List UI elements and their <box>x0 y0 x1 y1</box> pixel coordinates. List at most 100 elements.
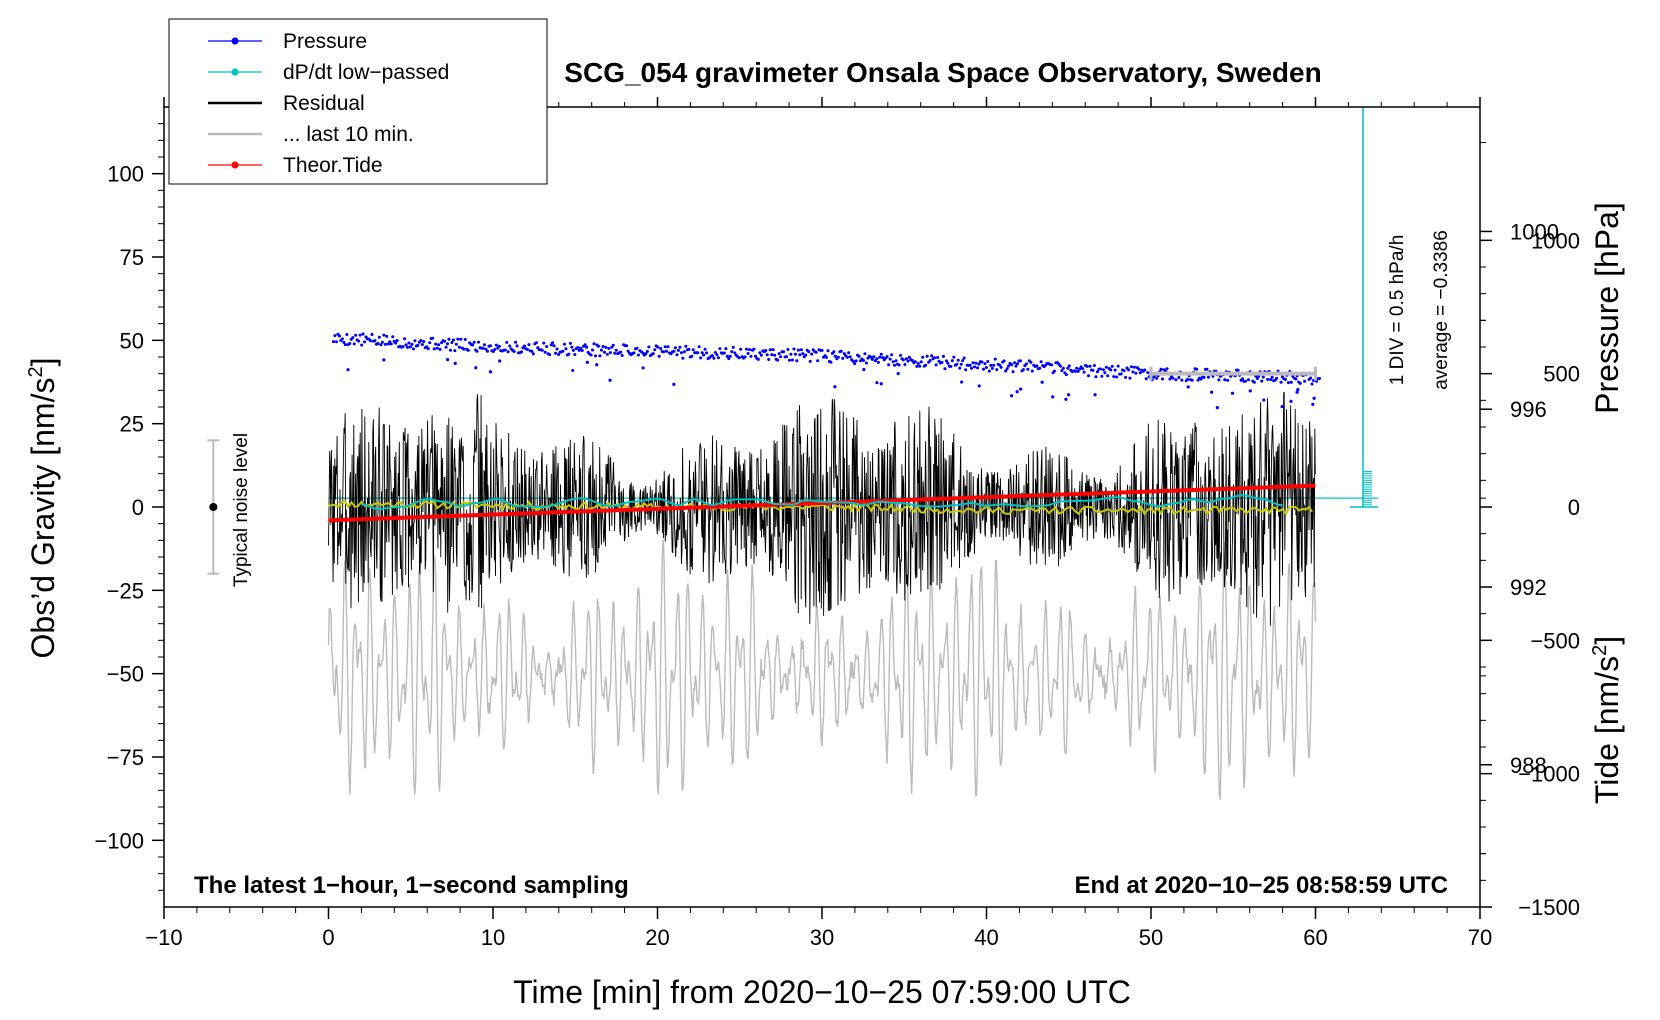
pressure-tick-label: 996 <box>1510 397 1547 422</box>
gravity-tick-label: −100 <box>94 828 144 853</box>
pressure-outlier <box>1186 385 1190 389</box>
pressure-tick-label: 992 <box>1510 575 1547 600</box>
tide-tick-label: 500 <box>1543 362 1580 387</box>
x-tick-label: 30 <box>810 925 834 950</box>
pressure-outlier <box>1040 380 1044 384</box>
pressure-tick-label: 988 <box>1510 753 1547 778</box>
legend-label: dP/dt low−passed <box>283 61 449 84</box>
y-axis-title-pressure: Pressure [hPa] <box>1589 202 1625 414</box>
gravity-tick-label: 100 <box>107 162 144 187</box>
pressure-outlier <box>1296 388 1300 392</box>
gravity-tick-label: 0 <box>132 495 144 520</box>
legend-label: Pressure <box>283 30 367 53</box>
x-tick-label: 60 <box>1303 925 1327 950</box>
legend-label: Residual <box>283 92 365 115</box>
pressure-outlier <box>488 370 493 374</box>
pressure-outlier <box>1009 394 1014 398</box>
tide-tick-label: −1500 <box>1518 895 1580 920</box>
pressure-outlier <box>585 360 589 364</box>
plot-frame <box>163 106 1481 908</box>
pressure-outlier <box>1051 395 1055 399</box>
x-tick-label: 20 <box>645 925 669 950</box>
x-tick-label: 10 <box>481 925 505 950</box>
pressure-outlier <box>1064 397 1068 401</box>
legend-label: Theor.Tide <box>283 154 383 177</box>
pressure-outlier <box>1210 390 1214 394</box>
pressure-outlier <box>641 366 645 370</box>
pressure-outlier <box>1280 404 1284 409</box>
tide-tick-label: −500 <box>1530 628 1580 653</box>
pressure-outlier <box>1248 389 1252 393</box>
gravity-tick-label: −75 <box>107 745 144 770</box>
gravity-tick-label: 50 <box>120 328 144 353</box>
pressure-outlier <box>1093 393 1097 397</box>
pressure-outlier <box>446 358 450 362</box>
noise-label: Typical noise level <box>231 433 252 587</box>
chart-title: SCG_054 gravimeter Onsala Space Observat… <box>564 57 1321 88</box>
right-note: End at 2020−10−25 08:58:59 UTC <box>1074 872 1448 899</box>
gravity-tick-label: 25 <box>120 412 144 437</box>
data-layer <box>327 332 1378 800</box>
dpdt-series <box>361 494 1283 510</box>
pressure-outlier <box>960 380 964 384</box>
pressure-outlier <box>595 363 599 367</box>
x-tick-label: 0 <box>322 925 334 950</box>
noise-bar-center <box>209 503 218 511</box>
pressure-outlier <box>833 385 837 389</box>
pressure-outlier <box>862 367 866 372</box>
legend: Pressure dP/dt low−passed Residual ... last… <box>168 18 548 185</box>
x-tick-label: 40 <box>974 925 998 950</box>
pressure-outlier <box>1067 393 1071 397</box>
pressure-outlier <box>1215 406 1219 410</box>
pressure-outlier <box>1230 391 1235 395</box>
pressure-outlier <box>498 359 502 363</box>
axes-layer: −10 0 10 20 30 40 50 60 701007550250−25−50−75−10… <box>94 97 1580 950</box>
tide-tick-label: −1000 <box>1518 762 1580 787</box>
x-axis-title: Time [min] from 2020−10−25 07:59:00 UTC <box>513 974 1131 1010</box>
legend-dot <box>231 161 239 169</box>
pressure-outlier <box>896 372 900 376</box>
gravity-tick-label: 75 <box>120 245 144 270</box>
residual-smoothed-series <box>328 499 1313 516</box>
tide-tick-label: 0 <box>1568 495 1580 520</box>
pressure-outlier <box>453 361 457 365</box>
x-tick-label: 70 <box>1468 925 1492 950</box>
legend-dot <box>231 37 239 45</box>
pressure-outlier <box>875 381 879 385</box>
pressure-scatter <box>331 332 1321 386</box>
pressure-outlier <box>1312 396 1316 400</box>
average-label: average = −0.3386 <box>1431 230 1452 390</box>
x-tick-label: −10 <box>145 925 182 950</box>
gravity-tick-label: −25 <box>107 578 144 603</box>
pressure-outlier <box>1311 402 1315 406</box>
legend-label: ... last 10 min. <box>283 123 414 146</box>
pressure-outlier <box>1015 390 1019 394</box>
x-tick-label: 50 <box>1139 925 1163 950</box>
pressure-outlier <box>1262 398 1266 402</box>
pressure-outlier <box>382 358 386 362</box>
pressure-outlier <box>977 384 981 388</box>
pressure-outlier <box>1019 387 1023 391</box>
gravity-tick-label: −50 <box>107 662 144 687</box>
pressure-outlier <box>879 382 883 386</box>
legend-box <box>168 18 548 185</box>
pressure-tick-label: 1000 <box>1510 219 1559 244</box>
div-label: 1 DIV = 0.5 hPa/h <box>1387 235 1408 386</box>
tide-tick-label: 1000 <box>1531 228 1580 253</box>
pressure-outlier <box>1295 390 1299 394</box>
legend-dot <box>231 68 239 76</box>
pressure-outlier <box>608 378 612 382</box>
y-axis-title-tide: Tide [nm/s2] <box>1589 636 1625 804</box>
pressure-outlier <box>346 368 350 372</box>
last10-series <box>327 539 1317 800</box>
left-note: The latest 1−hour, 1−second sampling <box>194 872 629 899</box>
pressure-outlier <box>571 368 575 373</box>
tide-series <box>328 483 1316 523</box>
pressure-outlier <box>672 382 676 386</box>
residual-series <box>328 391 1316 626</box>
pressure-outlier <box>1289 399 1293 403</box>
legend-items: Pressure dP/dt low−passed Residual ... last… <box>208 30 449 177</box>
pressure-outlier <box>474 366 478 370</box>
y-axis-title-gravity: Obs’d Gravity [nm/s2] <box>25 358 61 659</box>
